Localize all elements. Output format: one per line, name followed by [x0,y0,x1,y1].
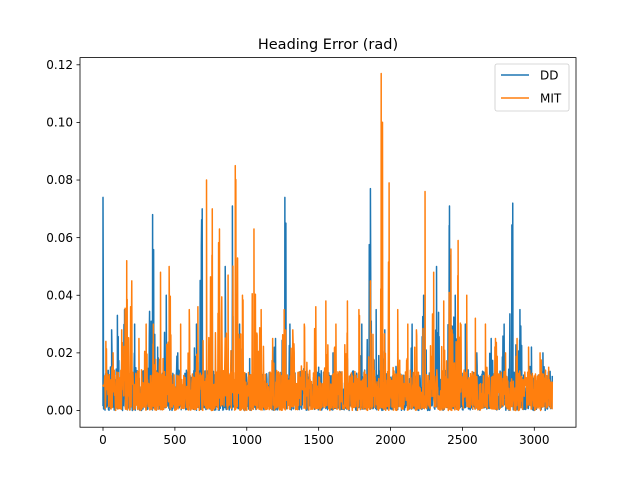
plot-frame [79,57,577,428]
legend-label-dd: DD [540,69,558,83]
chart-title: Heading Error (rad) [258,37,398,53]
legend-label-mit: MIT [540,92,562,106]
y-tick-label: 0.00 [46,404,73,418]
y-tick-label: 0.06 [46,231,73,245]
y-tick-label: 0.02 [46,346,73,360]
x-tick-label: 2000 [375,433,406,447]
y-tick-label: 0.08 [46,173,73,187]
y-tick-label: 0.12 [46,58,73,72]
y-tick-label: 0.04 [46,288,73,302]
y-tick-label: 0.10 [46,116,73,130]
legend: DD MIT [494,63,570,112]
series-line-mit [102,72,554,412]
x-tick-label: 500 [163,433,186,447]
x-tick-label: 0 [99,433,107,447]
x-axis: 0 500 1000 1500 2000 2500 3000 [99,427,550,447]
x-tick-label: 1000 [231,433,262,447]
y-axis: 0.00 0.02 0.04 0.06 0.08 0.10 0.12 [46,58,80,418]
series-layer [102,72,554,412]
x-tick-label: 3000 [519,433,550,447]
x-tick-label: 1500 [303,433,334,447]
x-tick-label: 2500 [447,433,478,447]
